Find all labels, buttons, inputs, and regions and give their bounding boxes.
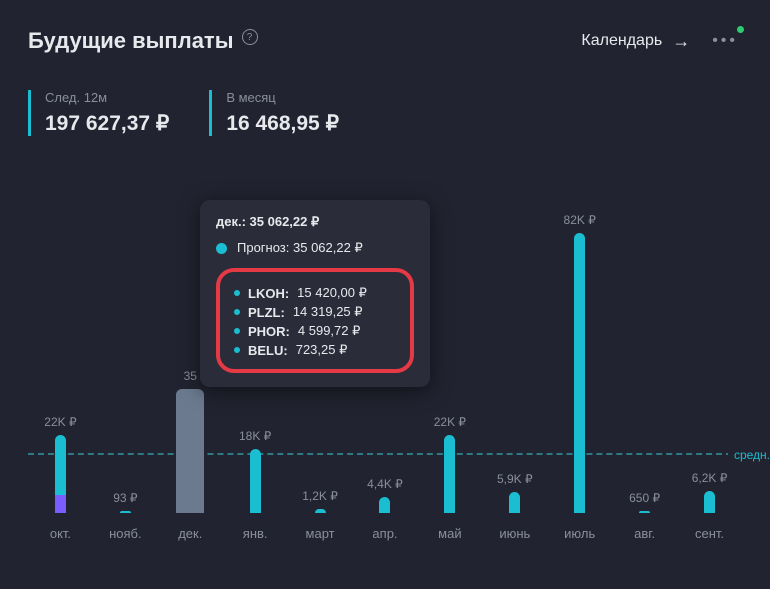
tooltip-item-dot-icon [234, 328, 240, 334]
more-button[interactable]: ••• [708, 28, 742, 54]
tooltip-item: PHOR: 4 599,72 ₽ [234, 323, 396, 339]
bar-value-label: 82K ₽ [564, 213, 596, 227]
chart-tooltip: дек.: 35 062,22 ₽ Прогноз: 35 062,22 ₽ L… [200, 200, 430, 387]
tooltip-item-value: 723,25 ₽ [296, 342, 348, 358]
help-icon[interactable]: ? [242, 29, 258, 45]
bar-value-label: 35 [184, 369, 197, 383]
tooltip-breakdown: LKOH: 15 420,00 ₽ PLZL: 14 319,25 ₽ PHOR: … [216, 268, 414, 373]
tooltip-item-dot-icon [234, 309, 240, 315]
calendar-label: Календарь [581, 32, 662, 50]
bar-segment [444, 435, 455, 513]
tooltip-item-value: 4 599,72 ₽ [298, 323, 361, 339]
bar-value-label: 4,4K ₽ [367, 477, 403, 491]
bar-value-label: 5,9K ₽ [497, 472, 533, 486]
tooltip-item: LKOH: 15 420,00 ₽ [234, 285, 396, 301]
bar-value-label: 22K ₽ [44, 415, 76, 429]
x-axis-label: янв. [223, 526, 288, 541]
x-axis-label: дек. [158, 526, 223, 541]
notification-badge [737, 26, 744, 33]
page-title: Будущие выплаты [28, 28, 234, 54]
bar-segment [250, 449, 261, 513]
stat-value: 16 468,95 ₽ [226, 111, 339, 136]
tooltip-item-ticker: PLZL: [248, 305, 285, 320]
tooltip-item-ticker: LKOH: [248, 286, 289, 301]
bar-value-label: 650 ₽ [629, 491, 660, 505]
bar-column[interactable]: 650 ₽ [612, 213, 677, 513]
tooltip-item-dot-icon [234, 347, 240, 353]
x-axis-label: март [288, 526, 353, 541]
bar-value-label: 1,2K ₽ [302, 489, 338, 503]
bar-segment [704, 491, 715, 513]
forecast-dot-icon [216, 243, 227, 254]
bar-column[interactable]: 93 ₽ [93, 213, 158, 513]
bar-segment [176, 389, 204, 513]
bar-segment [315, 509, 326, 513]
bar-segment [55, 495, 66, 513]
tooltip-item-ticker: PHOR: [248, 324, 290, 339]
tooltip-item-dot-icon [234, 290, 240, 296]
bar-column[interactable]: 6,2K ₽ [677, 213, 742, 513]
bar-segment [574, 233, 585, 513]
tooltip-forecast: Прогноз: 35 062,22 ₽ [237, 240, 363, 256]
stat-value: 197 627,37 ₽ [45, 111, 169, 136]
bar-value-label: 18K ₽ [239, 429, 271, 443]
tooltip-item-value: 14 319,25 ₽ [293, 304, 363, 320]
more-icon: ••• [712, 32, 738, 49]
calendar-button[interactable]: Календарь → [581, 31, 690, 52]
tooltip-title: дек.: 35 062,22 ₽ [216, 214, 414, 230]
bar-column[interactable]: 82K ₽ [547, 213, 612, 513]
x-axis-label: сент. [677, 526, 742, 541]
tooltip-item-value: 15 420,00 ₽ [297, 285, 367, 301]
bar-value-label: 93 ₽ [113, 491, 137, 505]
bar-value-label: 22K ₽ [434, 415, 466, 429]
tooltip-item: PLZL: 14 319,25 ₽ [234, 304, 396, 320]
x-axis-label: июнь [482, 526, 547, 541]
bar-segment [55, 435, 66, 495]
tooltip-item: BELU: 723,25 ₽ [234, 342, 396, 358]
bar-column[interactable]: 22K ₽ [28, 213, 93, 513]
tooltip-item-ticker: BELU: [248, 343, 288, 358]
bar-segment [120, 511, 131, 513]
x-axis-label: окт. [28, 526, 93, 541]
x-axis-label: июль [547, 526, 612, 541]
bar-value-label: 6,2K ₽ [692, 471, 728, 485]
x-axis-label: апр. [353, 526, 418, 541]
x-axis-label: авг. [612, 526, 677, 541]
arrow-right-icon: → [672, 31, 690, 52]
stat-label: След. 12м [45, 90, 169, 105]
bar-segment [379, 497, 390, 513]
stat-label: В месяц [226, 90, 339, 105]
x-axis-label: май [417, 526, 482, 541]
x-axis-label: нояб. [93, 526, 158, 541]
bar-column[interactable]: 5,9K ₽ [482, 213, 547, 513]
bar-segment [509, 492, 520, 513]
bar-segment [639, 511, 650, 513]
